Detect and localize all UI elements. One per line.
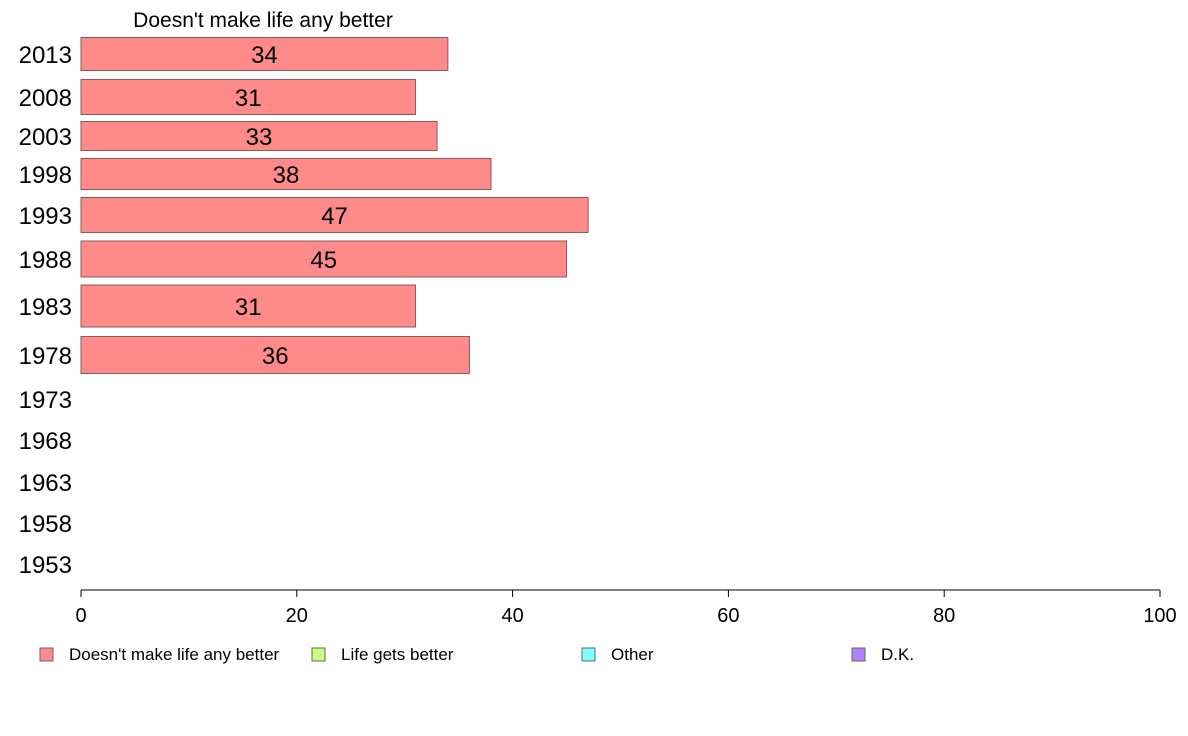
- bar-value-label: 34: [251, 42, 278, 69]
- x-tick-label: 0: [75, 605, 86, 627]
- y-tick-label: 1978: [19, 343, 72, 370]
- bar: [80, 284, 416, 328]
- bar-value-label: 47: [321, 203, 348, 230]
- y-tick-label: 1998: [19, 162, 72, 189]
- legend: Doesn't make life any better Life gets be…: [39, 645, 914, 664]
- x-tick-label: 40: [501, 605, 523, 627]
- y-tick-label: 2008: [19, 85, 72, 112]
- y-tick-label: 1988: [19, 247, 72, 274]
- y-tick-label: 1963: [19, 470, 72, 497]
- y-tick-label: 1983: [19, 294, 72, 321]
- bar: [80, 37, 449, 71]
- bar-value-label: 31: [235, 85, 262, 112]
- x-tick-label: 60: [717, 605, 739, 627]
- legend-swatch: [39, 647, 54, 662]
- x-tick-label: 80: [933, 605, 955, 627]
- y-axis-labels: 2013 2008 2003 1998 1993 1988 1983 1978 1973 1968…: [19, 42, 72, 579]
- legend-label: Other: [611, 645, 654, 664]
- bar-value-label: 38: [273, 162, 300, 189]
- legend-swatch: [581, 647, 596, 662]
- y-tick-label: 1993: [19, 203, 72, 230]
- bar-value-label: 33: [246, 124, 273, 151]
- y-tick-label: 1953: [19, 552, 72, 579]
- bar: [80, 79, 416, 115]
- y-tick-label: 1968: [19, 428, 72, 455]
- x-tick-label: 20: [286, 605, 308, 627]
- bar: [80, 240, 568, 278]
- legend-swatch: [311, 647, 326, 662]
- x-tick-label: 100: [1143, 605, 1176, 627]
- legend-label: Life gets better: [341, 645, 454, 664]
- bar-value-label: 45: [310, 247, 337, 274]
- chart-title: Doesn't make life any better: [133, 9, 393, 32]
- y-tick-label: 1958: [19, 511, 72, 538]
- y-tick-label: 2003: [19, 124, 72, 151]
- legend-label: Doesn't make life any better: [69, 645, 280, 664]
- bar: [80, 336, 470, 374]
- y-tick-label: 1973: [19, 387, 72, 414]
- bar-value-label: 31: [235, 294, 262, 321]
- bar: [80, 121, 438, 151]
- legend-swatch: [851, 647, 866, 662]
- legend-label: D.K.: [881, 645, 914, 664]
- y-tick-label: 2013: [19, 42, 72, 69]
- x-axis: 0 20 40 60 80 100: [75, 589, 1177, 627]
- bar-value-label: 36: [262, 343, 289, 370]
- bar: [80, 197, 589, 233]
- bar: [80, 158, 492, 190]
